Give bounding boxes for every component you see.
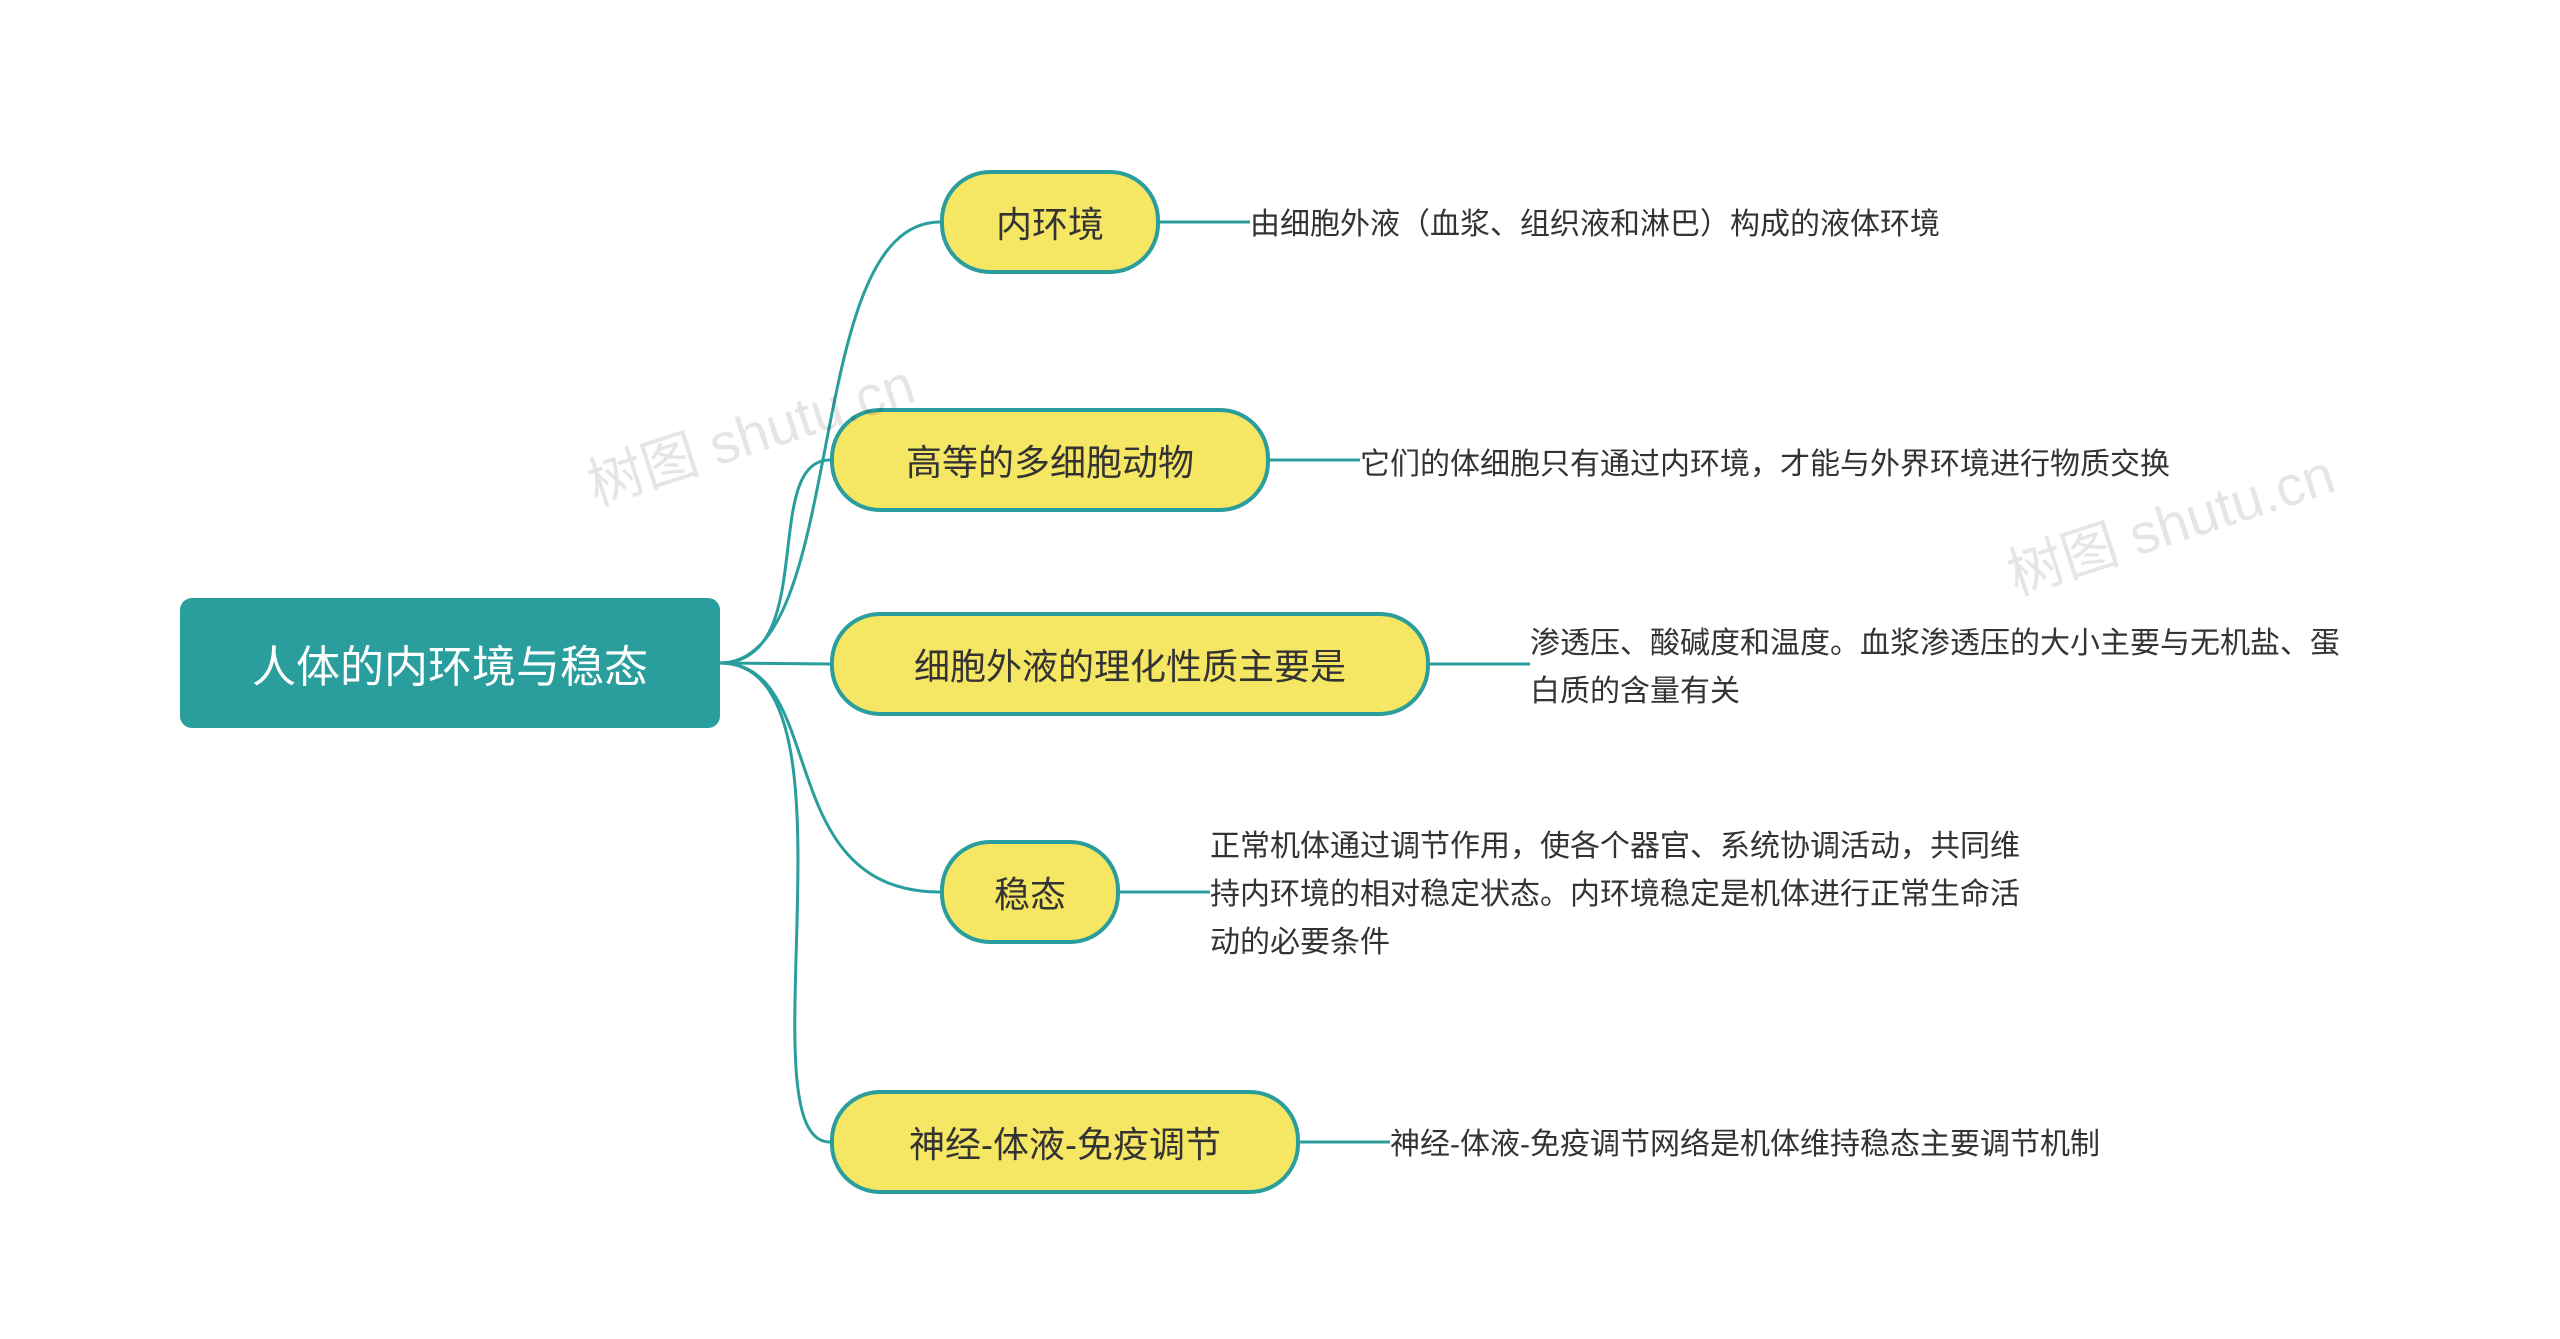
leaf-node-2: 渗透压、酸碱度和温度。血浆渗透压的大小主要与无机盐、蛋白质的含量有关 [1530, 618, 2350, 718]
branch-node-0[interactable]: 内环境 [940, 170, 1160, 274]
leaf-text-2: 渗透压、酸碱度和温度。血浆渗透压的大小主要与无机盐、蛋白质的含量有关 [1530, 620, 2350, 716]
leaf-text-1: 它们的体细胞只有通过内环境，才能与外界环境进行物质交换 [1360, 441, 2170, 489]
leaf-node-0: 由细胞外液（血浆、组织液和淋巴）构成的液体环境 [1250, 175, 2070, 275]
leaf-node-4: 神经-体液-免疫调节网络是机体维持稳态主要调节机制 [1390, 1095, 2210, 1195]
branch-label-1: 高等的多细胞动物 [906, 434, 1194, 486]
leaf-node-3: 正常机体通过调节作用，使各个器官、系统协调活动，共同维持内环境的相对稳定状态。内… [1210, 820, 2030, 970]
mindmap-canvas: 人体的内环境与稳态 内环境 由细胞外液（血浆、组织液和淋巴）构成的液体环境 高等… [0, 0, 2560, 1339]
branch-node-4[interactable]: 神经-体液-免疫调节 [830, 1090, 1300, 1194]
branch-label-0: 内环境 [996, 196, 1104, 248]
leaf-text-3: 正常机体通过调节作用，使各个器官、系统协调活动，共同维持内环境的相对稳定状态。内… [1210, 823, 2030, 967]
root-node[interactable]: 人体的内环境与稳态 [180, 598, 720, 728]
connector-path [720, 663, 830, 1142]
branch-label-2: 细胞外液的理化性质主要是 [914, 638, 1346, 690]
leaf-text-0: 由细胞外液（血浆、组织液和淋巴）构成的液体环境 [1250, 201, 1940, 249]
branch-node-2[interactable]: 细胞外液的理化性质主要是 [830, 612, 1430, 716]
leaf-text-4: 神经-体液-免疫调节网络是机体维持稳态主要调节机制 [1390, 1121, 2100, 1169]
leaf-node-1: 它们的体细胞只有通过内环境，才能与外界环境进行物质交换 [1360, 415, 2180, 515]
branch-node-3[interactable]: 稳态 [940, 840, 1120, 944]
connector-path [720, 460, 830, 663]
branch-label-3: 稳态 [994, 866, 1066, 918]
root-label: 人体的内环境与稳态 [252, 631, 648, 695]
connector-path [720, 663, 830, 664]
branch-label-4: 神经-体液-免疫调节 [909, 1116, 1221, 1168]
branch-node-1[interactable]: 高等的多细胞动物 [830, 408, 1270, 512]
